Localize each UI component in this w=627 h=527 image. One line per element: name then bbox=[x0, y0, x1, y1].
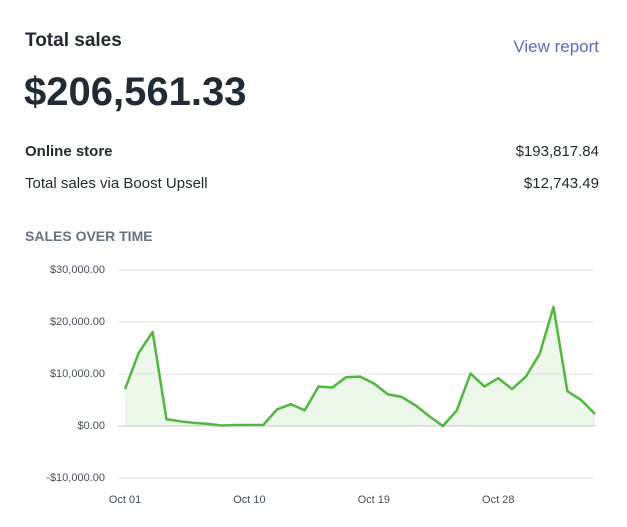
x-tick-label: Oct 28 bbox=[482, 494, 514, 506]
y-tick-label: $30,000.00 bbox=[50, 264, 105, 276]
y-tick-label: $0.00 bbox=[77, 420, 105, 432]
total-amount: $206,561.33 bbox=[24, 70, 247, 114]
breakdown-label: Online store bbox=[25, 143, 113, 160]
chart-title: SALES OVER TIME bbox=[25, 228, 153, 244]
card-title: Total sales bbox=[25, 30, 122, 51]
sales-line bbox=[123, 305, 596, 428]
y-tick-label: $20,000.00 bbox=[50, 316, 105, 328]
y-tick-label: -$10,000.00 bbox=[46, 472, 105, 484]
x-tick-label: Oct 01 bbox=[109, 494, 141, 506]
breakdown-label: Total sales via Boost Upsell bbox=[25, 175, 208, 192]
x-tick-label: Oct 19 bbox=[358, 494, 390, 506]
view-report-link[interactable]: View report bbox=[513, 37, 599, 56]
y-tick-label: $10,000.00 bbox=[50, 368, 105, 380]
chart: $30,000.00 $20,000.00 $10,000.00 $0.00 -$10,… bbox=[46, 264, 596, 506]
area-fill bbox=[125, 306, 595, 426]
breakdown-value: $12,743.49 bbox=[523, 175, 599, 192]
breakdown-value: $193,817.84 bbox=[515, 143, 599, 160]
x-tick-label: Oct 10 bbox=[233, 494, 265, 506]
